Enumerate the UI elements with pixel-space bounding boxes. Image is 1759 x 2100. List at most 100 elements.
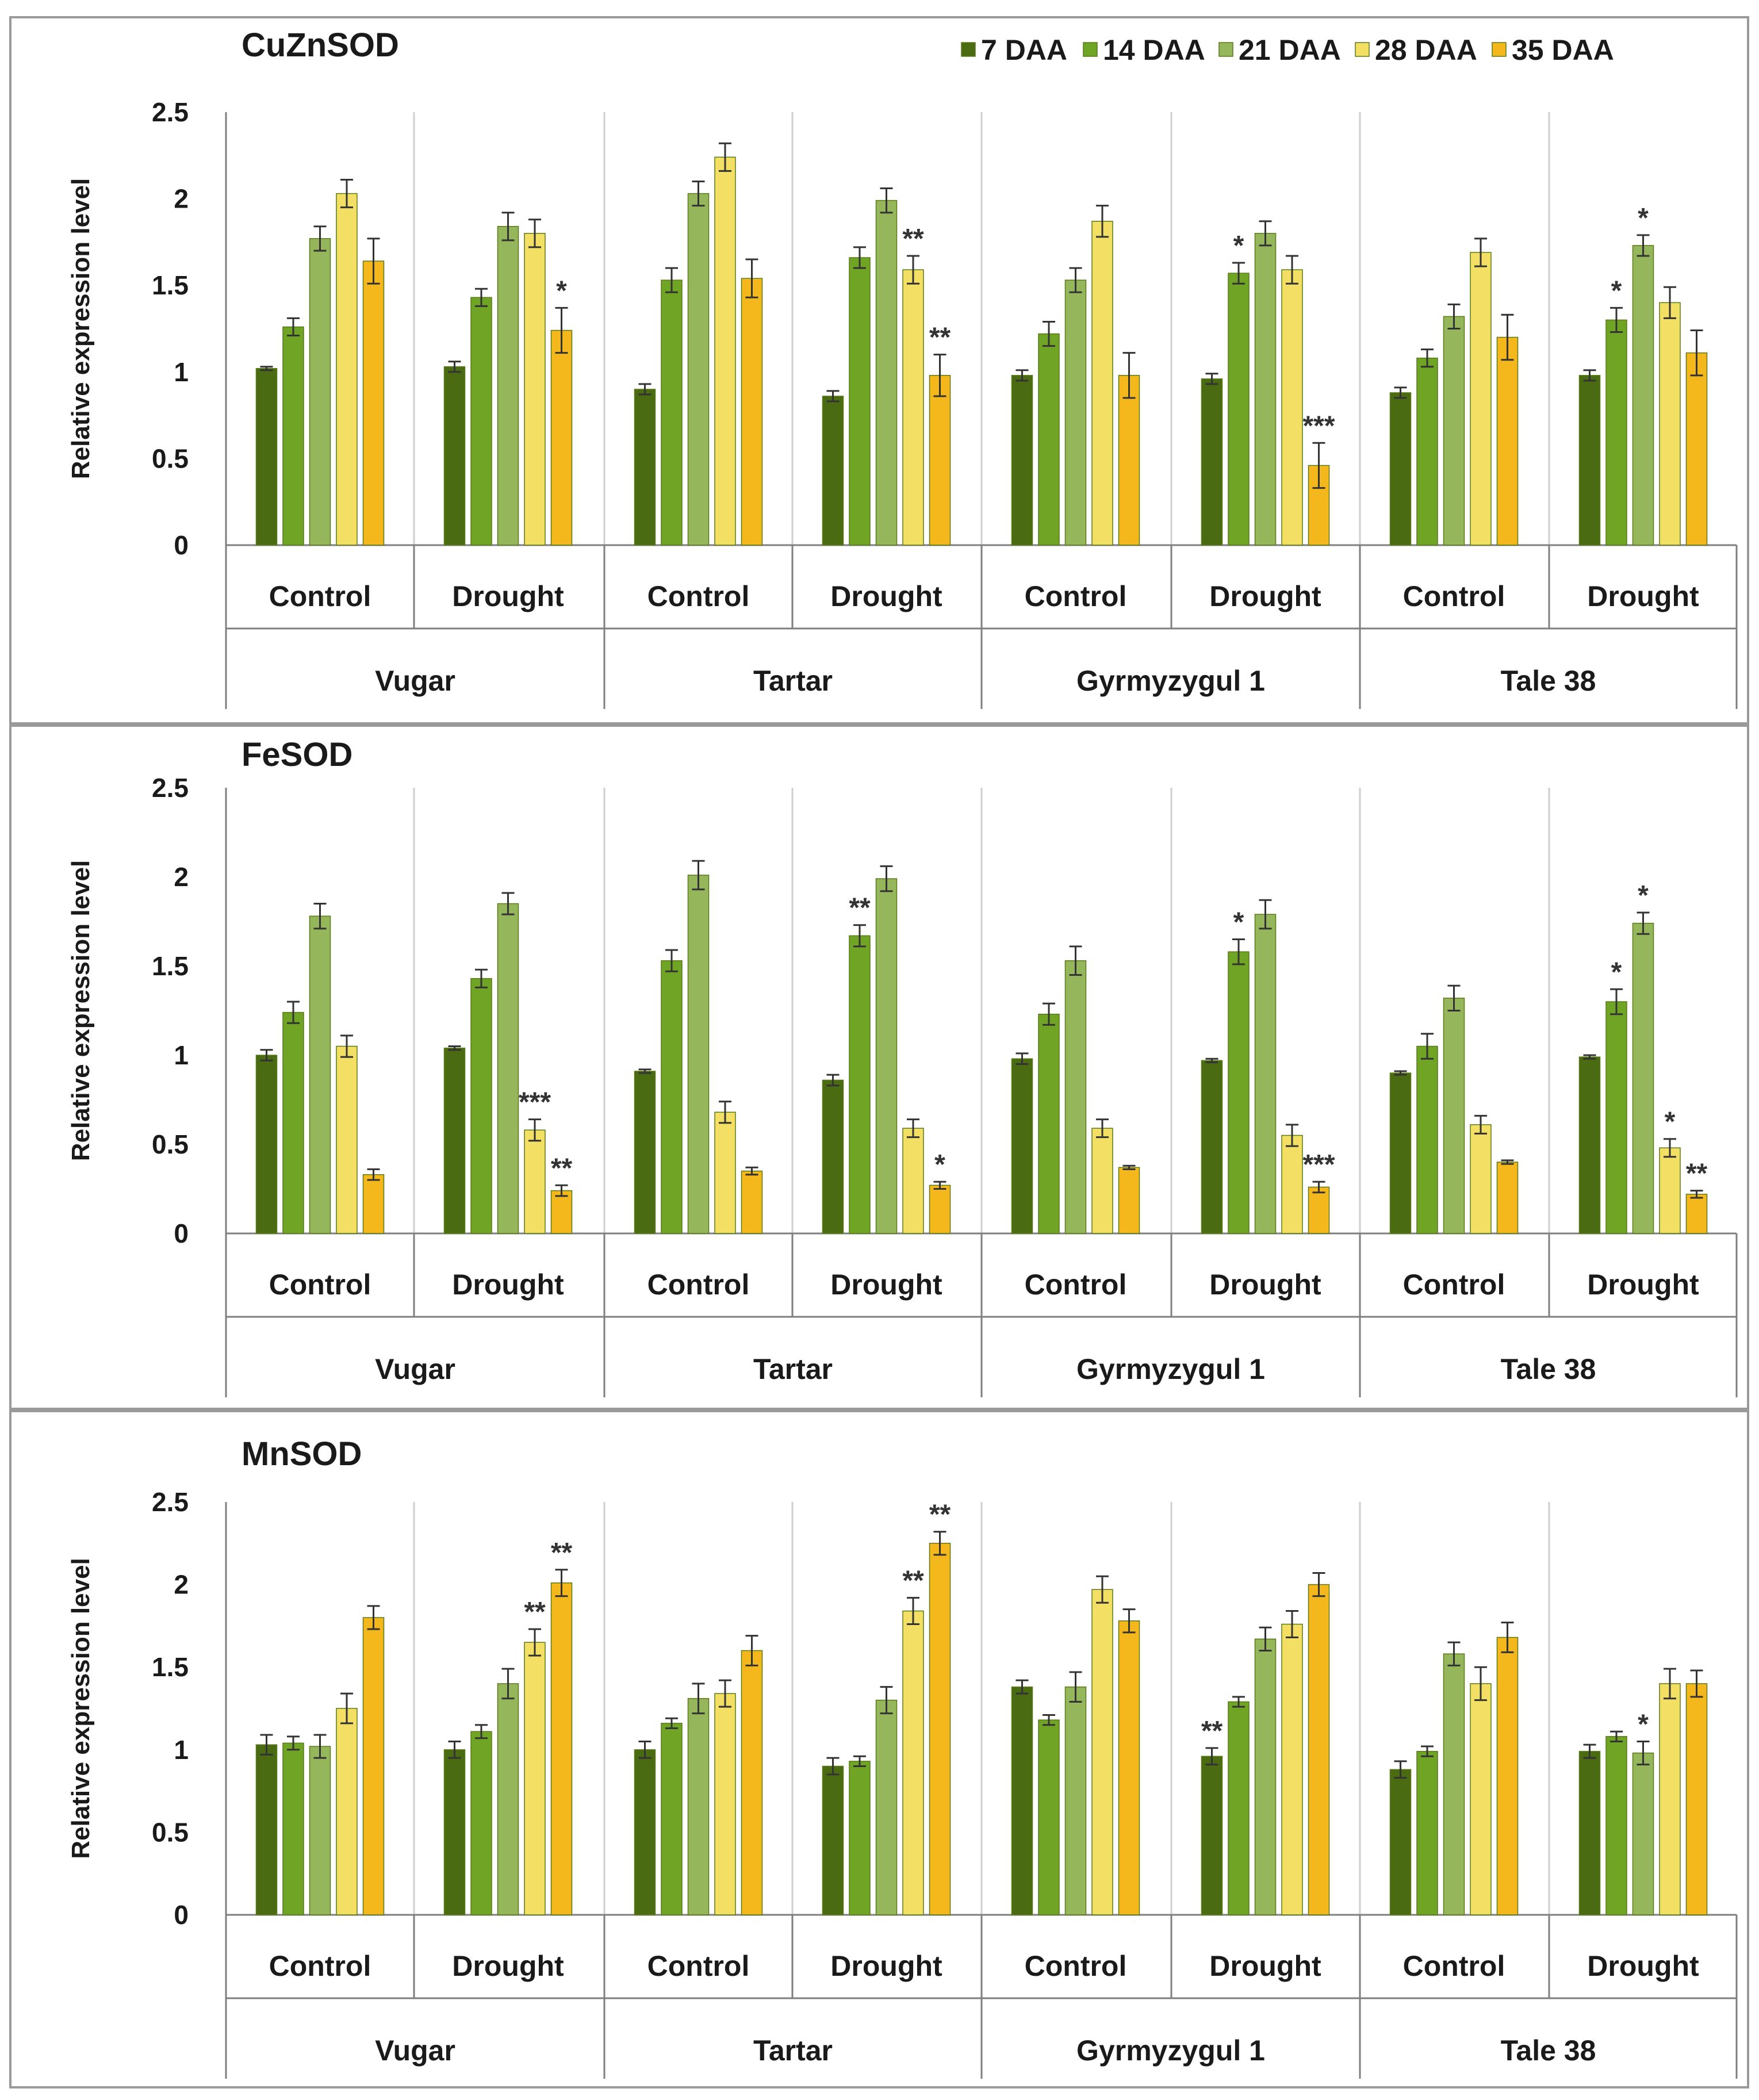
bar — [902, 1128, 924, 1234]
significance-label: * — [1638, 880, 1649, 911]
bar-group: Control — [1011, 945, 1140, 1301]
bar — [497, 1683, 519, 1915]
cultivar-label: Vugar — [375, 665, 455, 697]
bar — [1443, 316, 1465, 546]
panel-title: MnSOD — [242, 1435, 362, 1473]
bar — [1389, 1072, 1412, 1234]
bar — [255, 1055, 278, 1234]
bar — [1201, 1756, 1223, 1915]
condition-label: Drought — [452, 580, 564, 612]
y-tick-label: 2 — [174, 184, 189, 214]
bar — [1578, 1056, 1601, 1234]
bar — [1659, 1147, 1681, 1234]
bar — [309, 915, 331, 1234]
bar — [661, 960, 683, 1234]
cultivar-label: Gyrmyzygul 1 — [1076, 2034, 1265, 2067]
bar-group: Drought ** ** — [822, 187, 951, 612]
y-tick-label: 2 — [174, 1570, 189, 1600]
panel-title: FeSOD — [242, 736, 352, 773]
legend-swatch — [1218, 42, 1233, 57]
significance-label: ** — [1201, 1716, 1223, 1746]
bar-group: Drought ** ** — [822, 1500, 951, 1982]
legend-swatch — [1355, 42, 1370, 57]
significance-label: *** — [1302, 1149, 1335, 1180]
bar — [1038, 1719, 1060, 1915]
y-tick-label: 1.5 — [152, 270, 189, 300]
bar — [550, 1582, 573, 1915]
bar — [1685, 1194, 1708, 1234]
bar — [1632, 922, 1654, 1234]
bar — [661, 279, 683, 546]
condition-label: Drought — [1209, 1950, 1321, 1982]
y-tick-label: 2.5 — [152, 773, 189, 803]
cultivar-label: Tale 38 — [1501, 665, 1596, 697]
bar — [1308, 1584, 1330, 1915]
condition-label: Control — [1403, 1950, 1505, 1982]
y-tick-label: 1 — [174, 357, 189, 387]
bar — [1118, 1620, 1140, 1915]
legend-label: 14 DAA — [1103, 34, 1205, 66]
bar — [634, 1749, 656, 1915]
bar — [309, 1746, 331, 1915]
bar — [1091, 1589, 1113, 1915]
bar — [1091, 1128, 1113, 1234]
bar — [1685, 1683, 1708, 1915]
bar — [524, 1642, 546, 1915]
bar — [875, 878, 898, 1234]
panel-fesod: FeSOD 0 0.5 1 1.5 2 2.5 Relative expression lev… — [9, 725, 1749, 1410]
bar — [714, 1112, 736, 1234]
bar — [1605, 319, 1627, 546]
bar — [1118, 375, 1140, 546]
bar — [282, 1742, 304, 1915]
bar — [1389, 1769, 1412, 1915]
bar — [362, 1174, 385, 1234]
bar — [524, 233, 546, 546]
condition-label: Drought — [830, 1269, 942, 1301]
panel-frame — [9, 16, 1749, 725]
condition-label: Drought — [1587, 1269, 1699, 1301]
bar — [1416, 1045, 1438, 1234]
condition-label: Control — [1025, 580, 1127, 612]
bar — [849, 257, 871, 546]
bar-group: Control — [1389, 1622, 1519, 1982]
significance-label: * — [1638, 1709, 1649, 1739]
bar — [336, 1708, 358, 1915]
bar — [1470, 1683, 1492, 1915]
legend-swatch — [1492, 42, 1507, 57]
bar — [661, 1723, 683, 1915]
bar — [1605, 1736, 1627, 1915]
bar — [1038, 1013, 1060, 1234]
condition-label: Drought — [830, 1950, 942, 1982]
bar — [1228, 1701, 1250, 1915]
bar — [1443, 998, 1465, 1234]
significance-label: ** — [902, 1566, 924, 1596]
bar-group: Control — [1011, 1575, 1140, 1982]
bar — [687, 1698, 710, 1915]
y-axis-label: Relative expression level — [67, 178, 95, 479]
condition-label: Control — [1403, 580, 1505, 612]
legend-label: 28 DAA — [1375, 34, 1477, 66]
bar — [1496, 1162, 1519, 1234]
y-tick-label: 1.5 — [152, 951, 189, 981]
y-tick-label: 1 — [174, 1040, 189, 1070]
condition-label: Control — [1025, 1950, 1127, 1982]
significance-label: * — [1665, 1107, 1676, 1137]
condition-label: Drought — [1209, 580, 1321, 612]
bar-group: Control — [634, 860, 763, 1301]
cultivar-label: Tartar — [753, 2034, 833, 2067]
legend-item: 14 DAA — [1083, 34, 1205, 66]
panel-frame — [9, 1410, 1749, 2088]
bar — [282, 326, 304, 546]
cultivar-label: Gyrmyzygul 1 — [1076, 665, 1265, 697]
bar — [336, 193, 358, 546]
bar — [1011, 375, 1033, 546]
significance-label: * — [1611, 275, 1622, 306]
bar — [1578, 375, 1601, 546]
bar — [362, 260, 385, 546]
bar — [1416, 357, 1438, 546]
bar-group: Control — [1011, 205, 1140, 612]
y-axis-label: Relative expression level — [67, 860, 95, 1161]
bar — [1659, 1683, 1681, 1915]
significance-label: * — [1233, 231, 1244, 261]
bar — [849, 935, 871, 1234]
